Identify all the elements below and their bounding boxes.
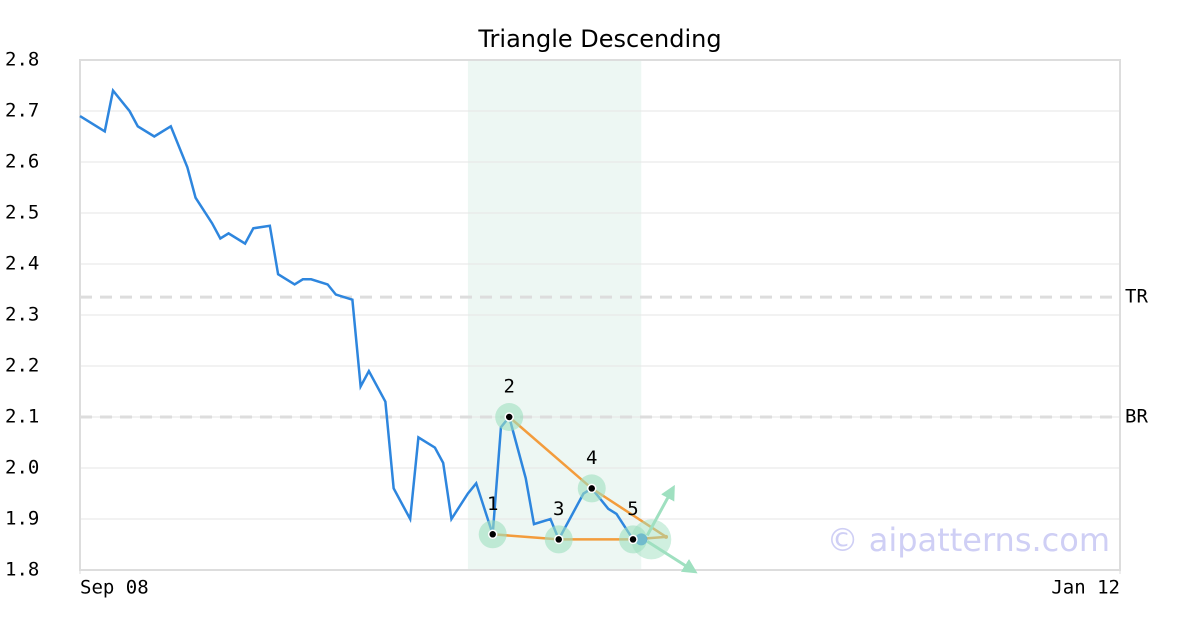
- pivot-point: [628, 534, 638, 545]
- breakout-arrow-down: [646, 540, 698, 574]
- y-tick-label: 2.7: [5, 100, 39, 122]
- y-tick-label: 2.2: [5, 355, 39, 377]
- pivot-label: 3: [553, 498, 564, 520]
- price-line: [79, 87, 642, 543]
- pivot-point: [553, 534, 564, 545]
- x-tick-label: Jan 12: [1051, 577, 1120, 599]
- y-tick-label: 1.9: [5, 508, 39, 530]
- pivot-label: 2: [503, 376, 514, 398]
- pivot-point: [504, 412, 514, 422]
- level-label: TR: [1125, 286, 1148, 308]
- plot-border: [79, 59, 1121, 571]
- breakout-arrow-up: [645, 484, 675, 537]
- y-tick-label: 2.1: [5, 406, 39, 428]
- pivot-point: [487, 529, 498, 540]
- chart-title: Triangle Descending: [477, 25, 721, 53]
- y-tick-label: 2.8: [5, 49, 39, 71]
- y-tick-label: 2.5: [5, 202, 39, 224]
- pivot-label: 4: [586, 447, 597, 469]
- watermark: © aipatterns.com: [827, 521, 1110, 559]
- y-tick-label: 2.3: [5, 304, 39, 326]
- level-label: BR: [1125, 406, 1148, 428]
- pivot-point: [586, 483, 597, 494]
- x-tick-label: Sep 08: [80, 577, 149, 599]
- y-tick-label: 1.8: [5, 559, 39, 581]
- y-tick-label: 2.6: [5, 151, 39, 173]
- y-tick-label: 2.0: [5, 457, 39, 479]
- y-tick-label: 2.4: [5, 253, 39, 275]
- pivot-label: 1: [487, 493, 498, 515]
- pivot-label: 5: [627, 498, 638, 520]
